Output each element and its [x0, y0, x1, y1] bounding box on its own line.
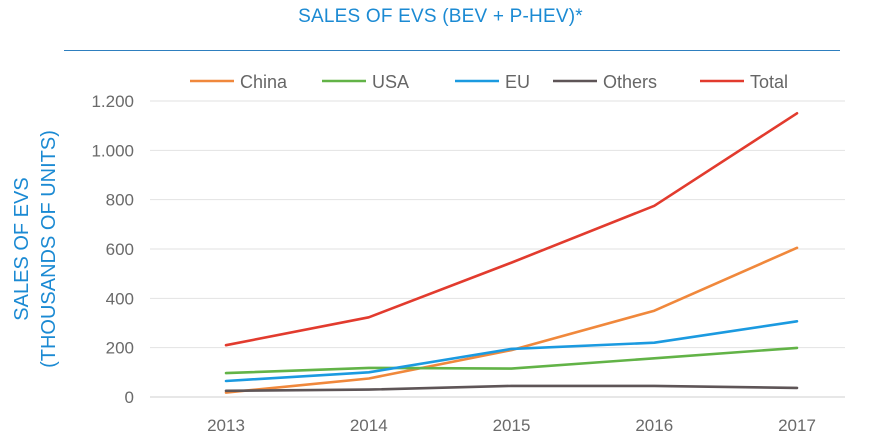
- series-line-usa: [224, 346, 799, 375]
- legend-label-total: Total: [750, 72, 788, 92]
- x-tick-label: 2016: [635, 416, 673, 435]
- x-tick-label: 2014: [350, 416, 388, 435]
- y-tick-label: 600: [106, 240, 134, 259]
- series-line-eu: [224, 319, 799, 383]
- x-tick-label: 2017: [778, 416, 816, 435]
- y-tick-label: 200: [106, 339, 134, 358]
- x-tick-label: 2015: [493, 416, 531, 435]
- y-tick-label: 400: [106, 289, 134, 308]
- y-axis-label-line: SALES OF EVS: [11, 177, 33, 320]
- legend-label-usa: USA: [372, 72, 409, 92]
- y-tick-label: 800: [106, 191, 134, 210]
- series-line-others: [224, 384, 799, 393]
- legend: China USA EU Others Total: [190, 72, 788, 92]
- legend-label-china: China: [240, 72, 288, 92]
- x-tick-label: 2013: [207, 416, 245, 435]
- gridlines: [150, 100, 845, 398]
- y-tick-label: 1.200: [91, 92, 134, 111]
- chart-title: SALES OF EVS (BEV + P-HEV)*: [298, 6, 583, 27]
- y-tick-label: 0: [125, 388, 134, 407]
- title-divider: [64, 50, 840, 51]
- y-axis-ticks: 0 200 400 600 800 1.000 1.200: [91, 92, 134, 407]
- series-lines: [224, 112, 799, 394]
- x-axis-ticks: 2013 2014 2015 2016 2017: [207, 416, 816, 435]
- y-axis-label: SALES OF EVS (THOUSANDS OF UNITS): [11, 130, 60, 368]
- series-line-total: [224, 112, 799, 347]
- y-tick-label: 1.000: [91, 141, 134, 160]
- legend-label-others: Others: [603, 72, 657, 92]
- y-axis-label-line: (THOUSANDS OF UNITS): [38, 130, 60, 368]
- legend-label-eu: EU: [505, 72, 530, 92]
